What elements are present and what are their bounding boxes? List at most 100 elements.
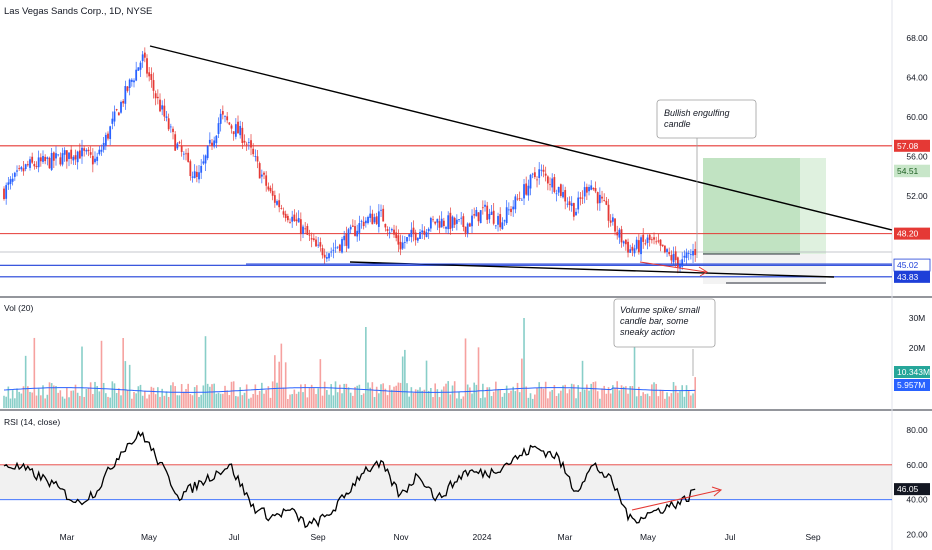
candle[interactable] [364, 217, 367, 228]
candle[interactable] [655, 236, 658, 245]
candle[interactable] [280, 204, 283, 210]
candle[interactable] [609, 214, 612, 227]
candle[interactable] [245, 141, 248, 151]
candle[interactable] [373, 213, 376, 225]
candle[interactable] [549, 177, 551, 191]
candle[interactable] [217, 117, 220, 138]
candle[interactable] [204, 154, 207, 171]
candle[interactable] [122, 99, 125, 107]
candle[interactable] [22, 160, 25, 176]
candle[interactable] [83, 146, 86, 157]
candle[interactable] [494, 225, 497, 229]
candle[interactable] [386, 226, 389, 237]
candle[interactable] [347, 227, 350, 249]
candle[interactable] [399, 234, 402, 256]
candle[interactable] [501, 217, 504, 230]
candle[interactable] [85, 148, 88, 155]
candle[interactable] [601, 190, 603, 203]
candle[interactable] [224, 115, 226, 123]
candle[interactable] [124, 80, 127, 110]
candle[interactable] [473, 207, 476, 219]
candle[interactable] [479, 210, 482, 224]
candle[interactable] [390, 227, 393, 233]
candle[interactable] [414, 229, 417, 246]
candle[interactable] [523, 178, 525, 206]
annotation-volume-box[interactable] [613, 298, 716, 348]
candle[interactable] [692, 243, 694, 264]
candle[interactable] [295, 212, 298, 226]
candle[interactable] [412, 220, 415, 242]
rsi-divergence-arrow[interactable] [631, 489, 721, 511]
candle[interactable] [321, 244, 324, 259]
candle[interactable] [590, 180, 593, 191]
candle[interactable] [282, 207, 285, 218]
candle[interactable] [345, 226, 348, 252]
candle[interactable] [91, 148, 94, 173]
candle[interactable] [113, 105, 116, 127]
candle[interactable] [637, 234, 640, 255]
candle[interactable] [406, 236, 408, 244]
candle[interactable] [514, 194, 517, 214]
candle[interactable] [663, 245, 666, 254]
price-divergence-arrow[interactable] [639, 261, 707, 273]
candle[interactable] [564, 186, 567, 210]
candle[interactable] [304, 222, 307, 235]
candle[interactable] [239, 120, 242, 139]
candle[interactable] [503, 219, 506, 226]
candle[interactable] [228, 121, 231, 126]
candle[interactable] [332, 242, 335, 259]
candle[interactable] [243, 134, 246, 146]
candle[interactable] [611, 213, 614, 226]
candle[interactable] [568, 196, 571, 211]
candle[interactable] [577, 191, 580, 214]
candle[interactable] [308, 229, 311, 241]
candle[interactable] [572, 202, 575, 221]
candle[interactable] [659, 239, 662, 252]
candle[interactable] [128, 78, 131, 96]
candle[interactable] [74, 149, 77, 166]
candle[interactable] [254, 149, 257, 162]
candle[interactable] [109, 125, 112, 146]
candle[interactable] [94, 151, 96, 164]
candle[interactable] [35, 161, 38, 169]
candle[interactable] [150, 67, 153, 88]
candle[interactable] [570, 196, 573, 212]
candle[interactable] [384, 223, 387, 232]
candle[interactable] [211, 138, 213, 151]
volume-axis[interactable]: 30M 20M [909, 313, 926, 353]
candle[interactable] [252, 143, 255, 157]
rsi-line[interactable] [3, 430, 696, 529]
candle[interactable] [182, 151, 185, 160]
candle[interactable] [70, 145, 73, 165]
candle[interactable] [148, 67, 151, 82]
candle[interactable] [29, 156, 31, 171]
candle[interactable] [354, 220, 356, 237]
candle[interactable] [284, 210, 287, 222]
candle[interactable] [306, 223, 309, 236]
candle[interactable] [440, 211, 443, 228]
candle[interactable] [423, 226, 426, 240]
candle[interactable] [206, 145, 209, 161]
candle[interactable] [226, 112, 229, 124]
candle[interactable] [232, 131, 235, 141]
annotation-bullish-box[interactable] [656, 99, 757, 139]
candle[interactable] [371, 209, 374, 225]
candle[interactable] [666, 247, 668, 257]
candle[interactable] [583, 181, 586, 204]
candle[interactable] [627, 238, 629, 258]
candle[interactable] [271, 183, 274, 201]
candle[interactable] [59, 152, 62, 167]
candle[interactable] [237, 115, 239, 134]
candle[interactable] [544, 166, 547, 182]
candle[interactable] [130, 78, 133, 87]
candle[interactable] [529, 173, 532, 196]
candle[interactable] [33, 161, 36, 170]
candle[interactable] [18, 165, 21, 171]
candle[interactable] [9, 176, 12, 190]
candle[interactable] [614, 218, 616, 236]
candle[interactable] [631, 243, 634, 257]
candle[interactable] [180, 139, 183, 157]
candle[interactable] [588, 184, 590, 196]
candle[interactable] [466, 222, 469, 238]
candle[interactable] [436, 218, 439, 231]
